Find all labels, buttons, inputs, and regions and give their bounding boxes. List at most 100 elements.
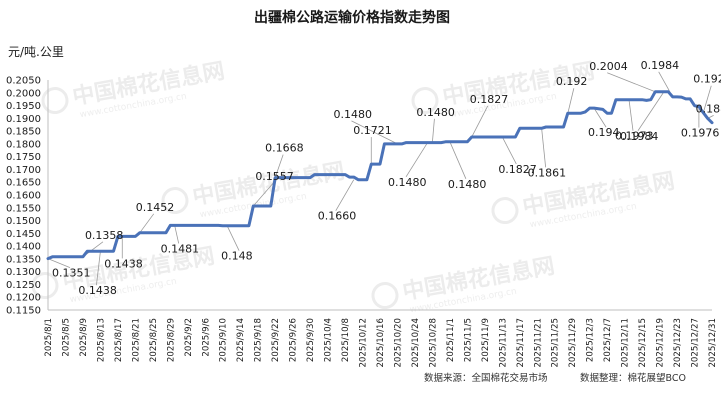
annotation-leader-line xyxy=(432,118,435,142)
x-tick-label: 2025/11/17 xyxy=(516,318,526,368)
data-label: 0.148 xyxy=(221,250,253,263)
data-compiler-note: 数据整理：棉花展望BCO xyxy=(580,372,686,384)
x-tick-label: 2025/9/22 xyxy=(271,318,281,362)
y-tick-label: 0.1900 xyxy=(6,114,41,125)
x-tick-label: 2025/8/5 xyxy=(61,318,71,357)
x-tick-label: 2025/11/29 xyxy=(568,318,578,368)
x-tick-label: 2025/8/13 xyxy=(96,318,106,362)
annotation-leader-line xyxy=(253,182,274,207)
x-tick-label: 2025/8/29 xyxy=(166,318,176,362)
data-label: 0.1883 xyxy=(696,102,721,115)
data-label: 0.1438 xyxy=(104,257,142,270)
y-tick-label: 0.1450 xyxy=(6,229,41,240)
x-tick-label: 2025/9/30 xyxy=(306,318,316,362)
x-tick-label: 2025/12/15 xyxy=(638,318,648,368)
y-tick-label: 0.2050 xyxy=(6,76,41,87)
y-tick-label: 0.1850 xyxy=(6,127,41,138)
x-tick-label: 2025/9/6 xyxy=(201,318,211,357)
annotation-leader-line xyxy=(174,225,180,244)
annotation-leader-line xyxy=(449,141,467,180)
x-tick-label: 2025/8/25 xyxy=(149,318,159,362)
annotation-leader-line xyxy=(607,72,656,93)
watermark-logo-icon xyxy=(31,272,59,300)
data-label: 0.1668 xyxy=(265,142,304,155)
x-tick-label: 2025/11/25 xyxy=(551,318,561,368)
annotation-leader-line xyxy=(96,251,101,286)
y-tick-label: 0.1750 xyxy=(6,152,41,163)
data-label: 0.1976 xyxy=(681,127,720,140)
watermark-logo-icon xyxy=(411,87,439,115)
x-tick-label: 2025/8/17 xyxy=(114,318,124,362)
y-tick-label: 0.1200 xyxy=(6,293,41,304)
y-tick-label: 0.1400 xyxy=(6,242,41,253)
y-axis-unit-label: 元/吨.公里 xyxy=(8,45,64,59)
annotation-leader-line xyxy=(702,85,712,113)
x-tick-label: 2025/12/7 xyxy=(603,318,613,362)
x-tick-label: 2025/12/31 xyxy=(708,318,718,368)
data-label: 0.1438 xyxy=(78,284,117,297)
data-label: 0.2004 xyxy=(589,60,628,73)
annotation-leader-line xyxy=(335,179,355,211)
x-tick-label: 2025/10/8 xyxy=(341,318,351,362)
data-label: 0.1721 xyxy=(353,124,392,137)
data-label: 0.1480 xyxy=(333,108,372,121)
annotation-leader-line xyxy=(226,225,240,251)
data-label: 0.1660 xyxy=(318,210,357,223)
x-tick-label: 2025/11/1 xyxy=(446,318,456,362)
y-tick-label: 0.1500 xyxy=(6,216,41,227)
data-label: 0.1480 xyxy=(388,176,427,189)
annotation-leader-line xyxy=(405,141,429,178)
data-label: 0.1861 xyxy=(528,166,567,179)
data-label: 0.1984 xyxy=(620,130,659,143)
annotation-leader-line xyxy=(501,136,517,165)
annotation-leader-line xyxy=(593,107,607,128)
data-label: 0.1351 xyxy=(52,267,91,280)
data-label: 0.194 xyxy=(588,126,620,139)
x-tick-label: 2025/10/24 xyxy=(411,318,421,368)
x-tick-label: 2025/12/19 xyxy=(656,318,666,368)
x-tick-label: 2025/12/23 xyxy=(673,318,683,368)
annotation-leader-line xyxy=(471,105,489,138)
y-tick-label: 0.1600 xyxy=(6,191,41,202)
data-label: 0.1358 xyxy=(85,229,124,242)
y-tick-label: 0.1800 xyxy=(6,139,41,150)
y-tick-label: 0.1650 xyxy=(6,178,41,189)
x-tick-label: 2025/8/9 xyxy=(79,318,89,357)
y-tick-label: 0.1550 xyxy=(6,203,41,214)
x-tick-label: 2025/12/11 xyxy=(621,318,631,368)
x-tick-label: 2025/9/26 xyxy=(289,318,299,362)
data-label: 0.192 xyxy=(556,75,588,88)
annotation-leader-line xyxy=(47,258,71,269)
x-tick-label: 2025/9/18 xyxy=(254,318,264,362)
x-tick-label: 2025/10/16 xyxy=(376,318,386,368)
data-label: 0.1827 xyxy=(470,93,509,106)
annotation-leader-line xyxy=(351,120,398,145)
data-source-note: 数据来源：全国棉花交易市场 xyxy=(424,372,548,384)
data-labels: 0.1351 0.1358 0.1438 0.1452 0.1438 0.1481 0.15… xyxy=(52,59,721,297)
x-tick-label: 2025/9/2 xyxy=(184,318,194,357)
x-tick-label: 2025/11/5 xyxy=(463,318,473,362)
data-label: 0.1922 xyxy=(693,73,721,86)
annotation-leader-line xyxy=(541,128,547,168)
watermark-logo-icon xyxy=(371,282,399,310)
x-tick-labels: 2025/8/1 2025/8/5 2025/8/9 2025/8/13 2025/8/… xyxy=(44,318,718,368)
watermark-logo-icon xyxy=(41,87,69,115)
watermark-logo-icon xyxy=(491,197,519,225)
x-tick-label: 2025/11/13 xyxy=(498,318,508,368)
x-tick-label: 2025/8/21 xyxy=(131,318,141,362)
y-tick-label: 0.1250 xyxy=(6,280,41,291)
x-tick-label: 2025/11/21 xyxy=(533,318,543,368)
x-tick-label: 2025/9/14 xyxy=(236,318,246,362)
data-label: 0.1557 xyxy=(255,170,294,183)
data-label: 0.1827 xyxy=(498,163,537,176)
annotation-leader-line xyxy=(274,154,284,178)
x-tick-label: 2025/9/10 xyxy=(219,318,229,362)
data-label: 0.1984 xyxy=(641,59,680,72)
data-label: 0.1452 xyxy=(136,201,175,214)
data-label: 0.1481 xyxy=(161,242,200,255)
